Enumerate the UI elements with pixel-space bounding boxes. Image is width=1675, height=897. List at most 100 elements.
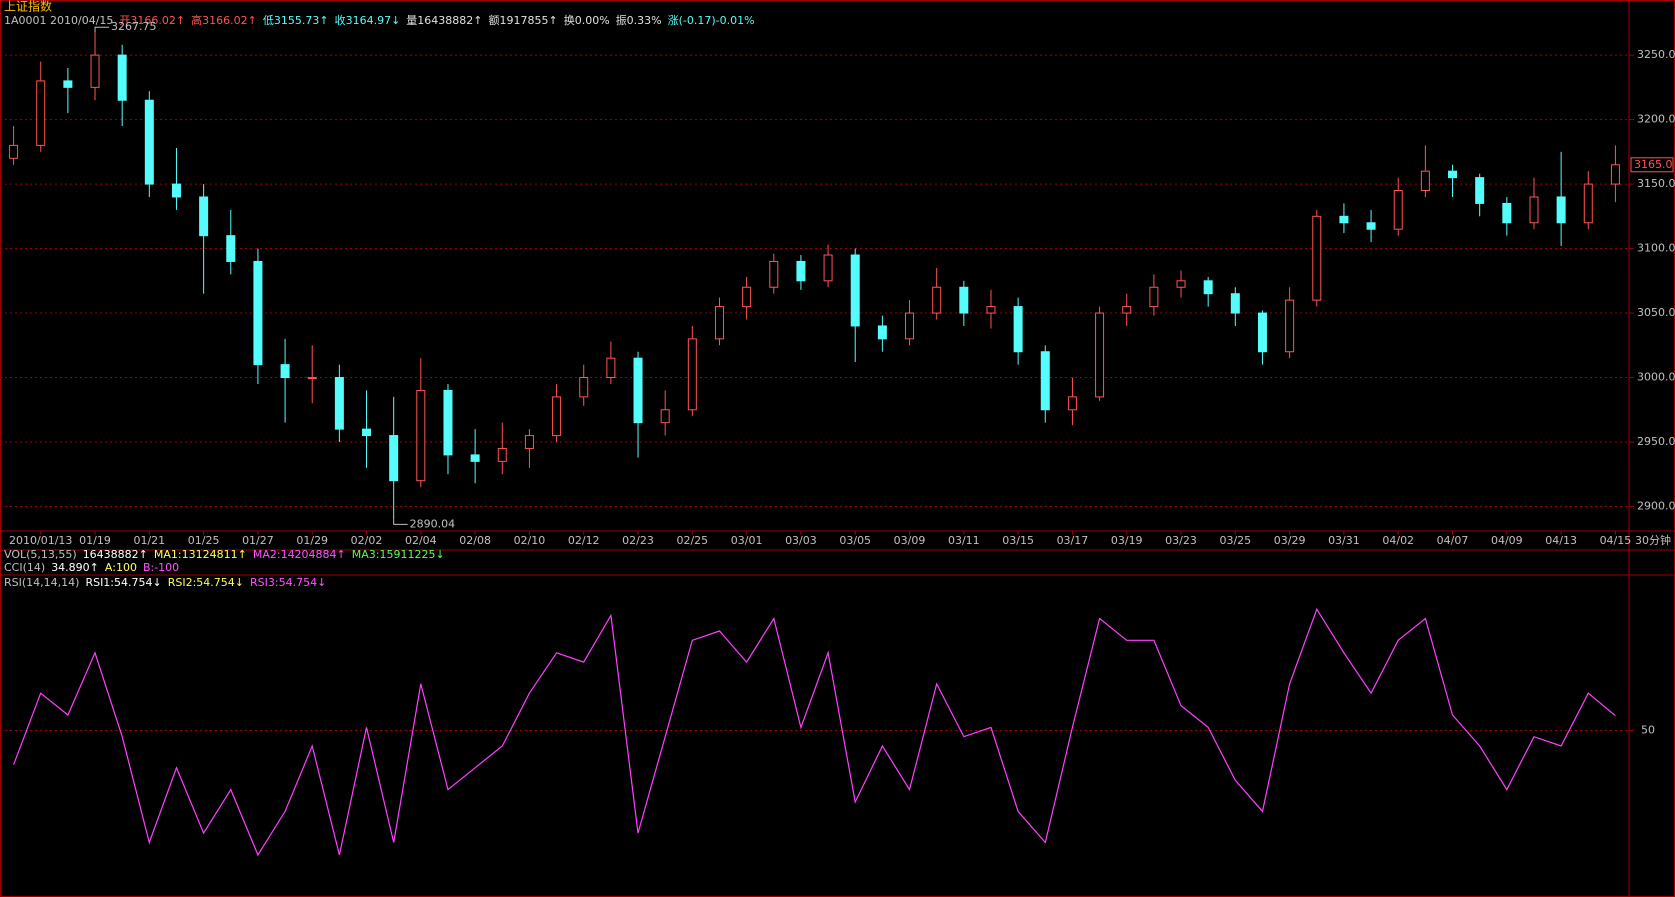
x-tick-label: 02/02 [351,534,383,547]
candle-body [226,235,236,262]
candle-body [307,377,317,380]
cci-line-item: 34.890↑ [51,561,99,574]
candle-body [769,260,779,288]
min-pointer [393,519,408,525]
candle-body [1122,306,1132,314]
candle-body [117,54,127,101]
x-tick-label: 02/23 [622,534,654,547]
candle-body [90,54,100,88]
price-marker-box [1630,157,1674,173]
candle-body [932,286,942,314]
min-label: 2890.04 [410,517,456,530]
x-tick-label: 04/13 [1545,534,1577,547]
candle-body [660,409,670,424]
candle-body [742,286,752,308]
candle-body [9,144,19,159]
candle-body [1230,293,1240,314]
candle-body [524,435,534,449]
x-tick-label: 03/11 [948,534,980,547]
x-tick-label: 2010/01/13 [9,534,72,547]
candle-body [714,306,724,340]
candle-body [416,389,426,482]
x-tick-label: 03/01 [731,534,763,547]
candle-body [1176,280,1186,288]
x-tick-label: 03/05 [839,534,871,547]
candle-body [877,325,887,340]
chart-title: 上证指数 [4,0,52,14]
candle-body [144,99,154,185]
quote-line-item: 额1917855↑ [489,14,558,27]
y-tick-label: 3000.0 [1637,371,1675,384]
candle-body [1583,183,1593,224]
candle-body [1448,170,1458,179]
candle-body [1475,177,1485,204]
vol-line-item: MA1:13124811↑ [154,548,247,561]
candle-body [1203,280,1213,295]
candle-body [1013,306,1023,353]
x-tick-label: 04/07 [1437,534,1469,547]
quote-line: 1A0001 2010/04/15 开3166.02↑ 高3166.02↑ 低3155… [4,13,755,27]
candle-body [497,447,507,462]
candle-body [280,364,290,379]
candle-body [633,357,643,424]
candle-body [1529,196,1539,224]
y-tick-label: 3150.0 [1637,177,1675,190]
cci-line-item: CCI(14) [4,561,45,574]
candle-body [1556,196,1566,224]
candle-body [850,254,860,327]
quote-line-item: 开3166.02↑ [119,14,185,27]
candle-body [905,312,915,340]
candle-body [823,254,833,282]
rsi-line-item: RSI(14,14,14) [4,576,79,589]
y-tick-label: 3100.0 [1637,242,1675,255]
candle-body [1393,190,1403,230]
x-tick-label: 04/15 [1600,534,1632,547]
candle-body [362,428,372,437]
x-tick-label: 01/21 [133,534,165,547]
cci-line: CCI(14) 34.890↑ A:100 B:-100 [4,561,179,574]
rsi-line [13,607,1616,857]
quote-line-item: 低3155.73↑ [263,14,329,27]
candle-body [1366,222,1376,230]
candle-body [1339,215,1349,224]
y-tick-label: 3250.0 [1637,48,1675,61]
candle-body [199,196,209,237]
quote-line-item: 量16438882↑ [406,14,482,27]
candle-body [687,338,697,411]
x-tick-label: 01/27 [242,534,274,547]
x-tick-label: 02/08 [459,534,491,547]
x-tick-label: 04/02 [1382,534,1414,547]
candle-body [1095,312,1105,398]
candle-body [36,80,46,146]
candle-body [552,396,562,437]
candle-body [171,183,181,198]
candle-body [443,389,453,456]
x-tick-label: 03/29 [1274,534,1306,547]
max-label: 3267.75 [111,20,156,33]
x-tick-label: 04/09 [1491,534,1523,547]
price-marker: 3165.0 [1634,158,1673,171]
x-tick-label: 01/19 [79,534,111,547]
x-tick-label: 03/03 [785,534,817,547]
candle-body [253,260,263,366]
candle-body [1610,164,1620,185]
vol-line-item: MA3:15911225↓ [352,548,445,561]
quote-line-item: 收3164.97↓ [335,13,401,27]
quote-line-item: 涨(-0.17)-0.01% [668,14,755,27]
candle-body [1420,170,1430,192]
x-tick-label: 02/04 [405,534,437,547]
x-tick-label: 02/25 [676,534,708,547]
x-tick-label: 03/23 [1165,534,1197,547]
candle-body [796,260,806,282]
candle-body [470,454,480,462]
x-tick-label: 03/17 [1057,534,1089,547]
max-pointer [94,26,110,33]
y-tick-label: 2900.0 [1637,499,1675,512]
candle-body [1149,286,1159,308]
cci-line-item: B:-100 [143,561,179,574]
x-tick-label: 01/29 [296,534,328,547]
candle-body [63,80,73,88]
candle-body [1502,202,1512,224]
rsi-line-item: RSI2:54.754↓ [168,576,244,589]
